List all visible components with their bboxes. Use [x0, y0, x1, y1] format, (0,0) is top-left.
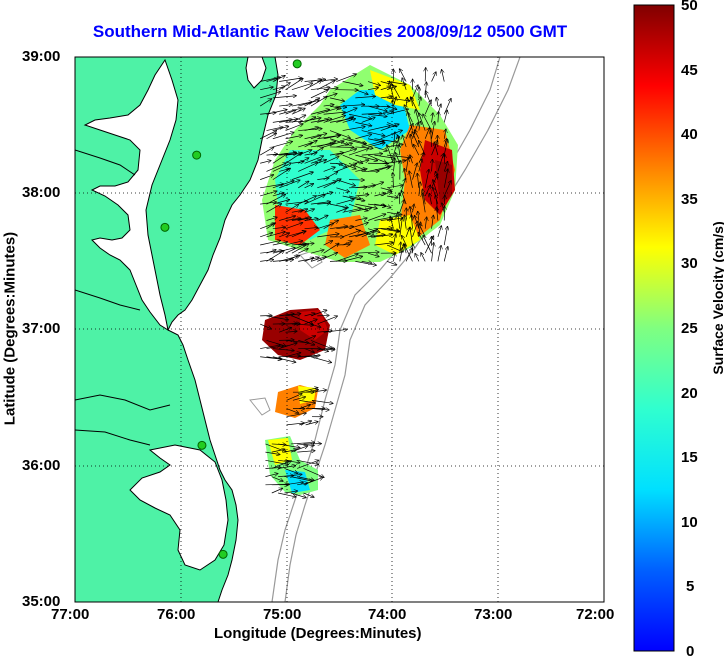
y-tick: 36:00 [22, 457, 60, 474]
colorbar-tick: 20 [681, 385, 698, 402]
colorbar [634, 5, 674, 651]
y-tick: 37:00 [22, 320, 60, 337]
y-tick: 38:00 [22, 184, 60, 201]
y-tick: 39:00 [22, 48, 60, 65]
colorbar-tick: 35 [681, 191, 698, 208]
colorbar-tick: 15 [681, 449, 698, 466]
x-tick: 72:00 [576, 606, 614, 623]
colorbar-tick: 50 [681, 0, 698, 14]
station-marker [293, 60, 301, 68]
x-tick: 73:00 [474, 606, 512, 623]
colorbar-tick: 40 [681, 126, 698, 143]
colorbar-tick: 5 [686, 578, 694, 595]
station-marker [219, 550, 227, 558]
colorbar-tick: 30 [681, 255, 698, 272]
x-axis-label: Longitude (Degrees:Minutes) [214, 625, 422, 642]
colorbar-tick: 45 [681, 62, 698, 79]
y-axis-label: Latitude (Degrees:Minutes) [2, 229, 19, 429]
x-tick: 74:00 [368, 606, 406, 623]
colorbar-tick: 25 [681, 320, 698, 337]
y-tick: 35:00 [22, 593, 60, 610]
station-marker [198, 441, 206, 449]
colorbar-label: Surface Velocity (cm/s) [710, 198, 724, 398]
colorbar-tick: 10 [681, 514, 698, 531]
colorbar-tick: 0 [686, 643, 694, 660]
station-marker [193, 151, 201, 159]
x-tick: 75:00 [263, 606, 301, 623]
station-marker [161, 223, 169, 231]
x-tick: 76:00 [157, 606, 195, 623]
